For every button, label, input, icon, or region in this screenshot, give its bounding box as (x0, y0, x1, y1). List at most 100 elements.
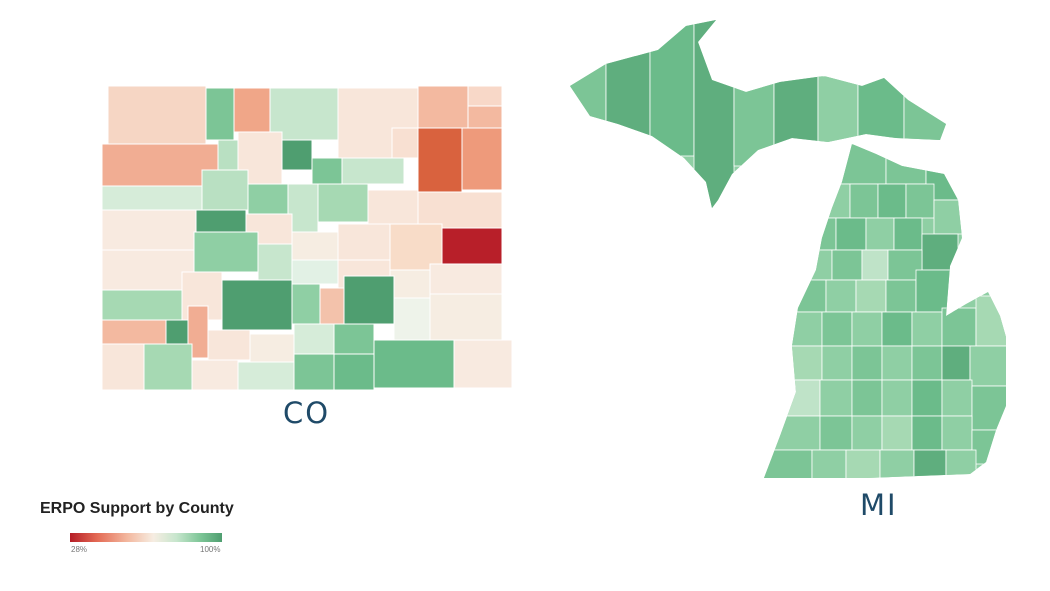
county (341, 157, 405, 185)
county (851, 379, 883, 417)
county (107, 85, 207, 145)
county (191, 359, 239, 391)
county (905, 183, 935, 219)
county (913, 449, 947, 478)
county (205, 87, 235, 141)
county (649, 20, 695, 157)
county (821, 183, 851, 219)
county (821, 345, 853, 381)
county (941, 379, 973, 417)
county (233, 87, 271, 133)
county (764, 449, 813, 478)
county (911, 415, 943, 451)
county (811, 449, 847, 478)
county (877, 183, 907, 219)
county (293, 323, 335, 355)
county (467, 105, 503, 129)
legend-min-label: 28% (71, 545, 88, 554)
county (819, 379, 853, 417)
county (825, 279, 857, 313)
michigan-label: MI (860, 488, 898, 522)
county (101, 143, 219, 187)
county (885, 279, 917, 313)
county (915, 269, 957, 313)
county (417, 85, 469, 129)
county (570, 55, 607, 127)
county (391, 127, 419, 159)
county (857, 75, 905, 147)
county (793, 279, 827, 313)
county (269, 87, 339, 141)
county (101, 209, 197, 251)
county (831, 249, 863, 281)
county (885, 144, 927, 185)
county (801, 249, 833, 281)
county (851, 311, 883, 347)
county (337, 223, 391, 261)
county (941, 307, 977, 347)
county (911, 311, 943, 347)
county (317, 183, 369, 223)
county (849, 183, 879, 219)
county (879, 449, 915, 478)
county (101, 249, 195, 291)
county (461, 127, 503, 191)
county (193, 231, 259, 273)
county (389, 269, 431, 299)
county (969, 345, 1006, 387)
county (881, 415, 913, 451)
county (195, 209, 247, 233)
county (101, 289, 183, 321)
county (921, 233, 959, 271)
county (281, 139, 313, 171)
legend-max-label: 100% (200, 545, 221, 554)
lower-peninsula (764, 144, 1006, 478)
county (971, 429, 1003, 465)
county (429, 293, 503, 341)
county (373, 339, 455, 389)
county (291, 283, 321, 325)
county (291, 259, 339, 285)
county (417, 127, 463, 193)
county (165, 319, 189, 345)
county (893, 217, 923, 251)
county (333, 323, 375, 355)
county (881, 379, 913, 417)
county (257, 243, 293, 281)
legend-color-scale (70, 533, 222, 542)
county (101, 185, 203, 211)
county (605, 20, 651, 137)
county (143, 343, 193, 391)
county (101, 319, 167, 345)
legend-title: ERPO Support by County (40, 500, 234, 517)
county (865, 217, 895, 251)
county (319, 287, 345, 325)
county (291, 231, 339, 261)
county (417, 191, 503, 229)
county (311, 157, 343, 185)
county (769, 415, 821, 451)
county (389, 223, 443, 271)
county (881, 311, 913, 347)
county (393, 297, 431, 341)
county (851, 345, 883, 381)
colorado-label: CO (283, 396, 331, 430)
county (333, 353, 375, 391)
county (343, 275, 395, 325)
county (851, 415, 883, 451)
county (441, 227, 503, 265)
county (467, 85, 503, 107)
county (941, 345, 971, 381)
county (101, 343, 145, 391)
county (933, 199, 965, 235)
county (911, 379, 943, 417)
county (237, 361, 295, 391)
county (835, 144, 887, 185)
colorado-county-map (101, 85, 513, 391)
county (903, 95, 946, 157)
county (941, 415, 973, 451)
county (855, 279, 887, 313)
county (201, 169, 249, 211)
county (881, 345, 913, 381)
